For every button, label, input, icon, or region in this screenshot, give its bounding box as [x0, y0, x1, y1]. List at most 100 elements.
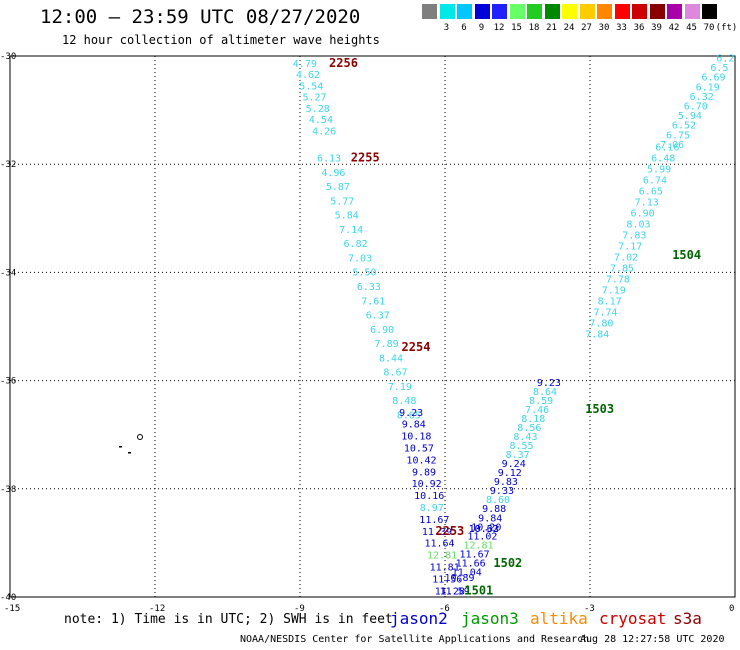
- color-scale-label: 45: [686, 23, 697, 33]
- wave-height-value: 9.33: [490, 486, 514, 497]
- color-scale-label: 12: [493, 23, 505, 33]
- color-scale-label: 27: [581, 23, 592, 33]
- pass-time-label: 1503: [585, 402, 614, 416]
- wave-height-value: 9.88: [482, 504, 506, 515]
- color-swatch: [439, 4, 455, 19]
- wave-height-value: 5.27: [302, 93, 326, 104]
- pass-time-label: 2255: [351, 150, 380, 164]
- wave-height-value: 6.90: [370, 325, 394, 336]
- wave-height-value: 7.89: [375, 339, 399, 350]
- wave-height-value: 8.18: [521, 414, 545, 425]
- wave-height-value: 10.89: [444, 573, 474, 584]
- island-shape: [137, 434, 143, 440]
- color-scale-label: (ft): [715, 23, 738, 33]
- color-scale-label: 42: [668, 23, 680, 33]
- wave-height-value: 9.84: [402, 420, 426, 431]
- wave-height-value: 11.04: [452, 567, 482, 578]
- color-swatch: [684, 4, 700, 19]
- wave-height-value: 7.02: [614, 252, 638, 263]
- color-scale-label: 18: [528, 23, 540, 33]
- wave-height-value: 7.61: [361, 296, 385, 307]
- wave-height-value: 9.89: [412, 467, 436, 478]
- wave-height-value: 8.65: [397, 410, 421, 421]
- wave-height-value: 6.48: [651, 154, 675, 165]
- island-shape: [119, 446, 122, 448]
- wave-height-value: 7.83: [622, 231, 646, 242]
- footer-timestamp: Aug 28 12:27:58 UTC 2020: [580, 634, 725, 645]
- wave-height-value: 5.54: [299, 81, 323, 92]
- wave-height-value: 6.70: [684, 101, 708, 112]
- wave-height-value: 5.87: [326, 182, 350, 193]
- wave-height-value: 7.13: [635, 198, 659, 209]
- satellite-jason3-label: jason3: [461, 609, 519, 628]
- wave-height-value: 5.50: [352, 268, 376, 279]
- satellite-s3a-label: s3a: [673, 609, 702, 628]
- map-title: 12:00 – 23:59 UTC 08/27/2020: [40, 6, 361, 28]
- wave-height-value: 10.32: [469, 524, 499, 535]
- wave-height-value: 12.81: [463, 540, 493, 551]
- longitude-tick-label: -9: [294, 604, 305, 614]
- color-swatch: [667, 4, 682, 19]
- wave-height-value: 5.99: [647, 165, 671, 176]
- wave-height-value: 8.37: [506, 450, 530, 461]
- wave-height-value: 6.33: [357, 282, 381, 293]
- wave-height-value: 4.79: [293, 59, 317, 70]
- latitude-tick-label: -38: [0, 485, 16, 495]
- wave-height-value: 10.63: [469, 524, 499, 535]
- pass-time-label: 1504: [672, 248, 701, 262]
- color-swatch: [509, 4, 525, 19]
- wave-height-value: 11.66: [456, 558, 486, 569]
- color-swatch: [597, 4, 612, 19]
- wave-height-value: 11.56: [432, 574, 462, 585]
- wave-height-value: 6.90: [631, 209, 655, 220]
- latitude-tick-label: -36: [0, 377, 16, 387]
- wave-height-value: 8.60: [486, 495, 510, 506]
- color-scale-label: 21: [546, 23, 557, 33]
- wave-height-value: 8.43: [513, 432, 537, 443]
- color-scale-label: 70: [703, 23, 715, 33]
- pass-time-label: 2256: [329, 56, 358, 70]
- wave-height-value: 12.81: [427, 551, 457, 562]
- color-swatch: [632, 4, 647, 19]
- pass-time-label: 1501: [464, 583, 493, 597]
- wave-height-value: 7.19: [388, 382, 412, 393]
- wave-height-value: 6.52: [672, 121, 696, 132]
- legend-note: note: 1) Time is in UTC; 2) SWH is in fe…: [64, 612, 393, 627]
- wave-height-value: 7.03: [348, 253, 372, 264]
- wave-height-value: 6.65: [639, 187, 663, 198]
- wave-height-value: 7.84: [585, 329, 609, 340]
- pass-time-label: 2253: [435, 524, 464, 538]
- color-scale-label: 6: [461, 23, 467, 33]
- wave-height-value: 11.67: [419, 515, 449, 526]
- wave-height-value: 9.83: [494, 477, 518, 488]
- wave-height-value: 5.94: [678, 111, 702, 122]
- color-scale-label: 30: [598, 23, 610, 33]
- wave-height-value: 7.78: [606, 274, 630, 285]
- wave-height-value: 11.67: [460, 549, 490, 560]
- color-scale-label: 9: [478, 23, 485, 33]
- color-swatch: [649, 4, 665, 19]
- latitude-tick-label: -32: [0, 160, 16, 170]
- satellite-jason2-label: jason2: [390, 609, 448, 628]
- wave-height-value: 9.24: [502, 459, 526, 470]
- wave-height-value: 11.39: [422, 527, 452, 538]
- wave-height-value: 7.14: [339, 225, 363, 236]
- wave-height-value: 8.64: [533, 387, 557, 398]
- latitude-tick-label: -30: [0, 52, 16, 62]
- wave-height-value: 11.64: [424, 539, 454, 550]
- color-swatch: [457, 4, 472, 19]
- color-swatch: [492, 4, 507, 19]
- color-swatch: [474, 4, 490, 19]
- wave-height-value: 10.92: [412, 479, 442, 490]
- color-scale-label: 15: [511, 23, 522, 33]
- wave-height-value: 5.77: [330, 196, 354, 207]
- map-frame: [9, 55, 736, 598]
- color-swatch: [527, 4, 542, 19]
- wave-height-value: 9.23: [399, 408, 423, 419]
- longitude-tick-label: -3: [584, 604, 595, 614]
- wave-height-value: 4.62: [296, 70, 320, 81]
- footer-credit: NOAA/NESDIS Center for Satellite Applica…: [240, 634, 590, 645]
- color-scale-label: 39: [651, 23, 662, 33]
- wave-height-value: 6.19: [696, 82, 720, 93]
